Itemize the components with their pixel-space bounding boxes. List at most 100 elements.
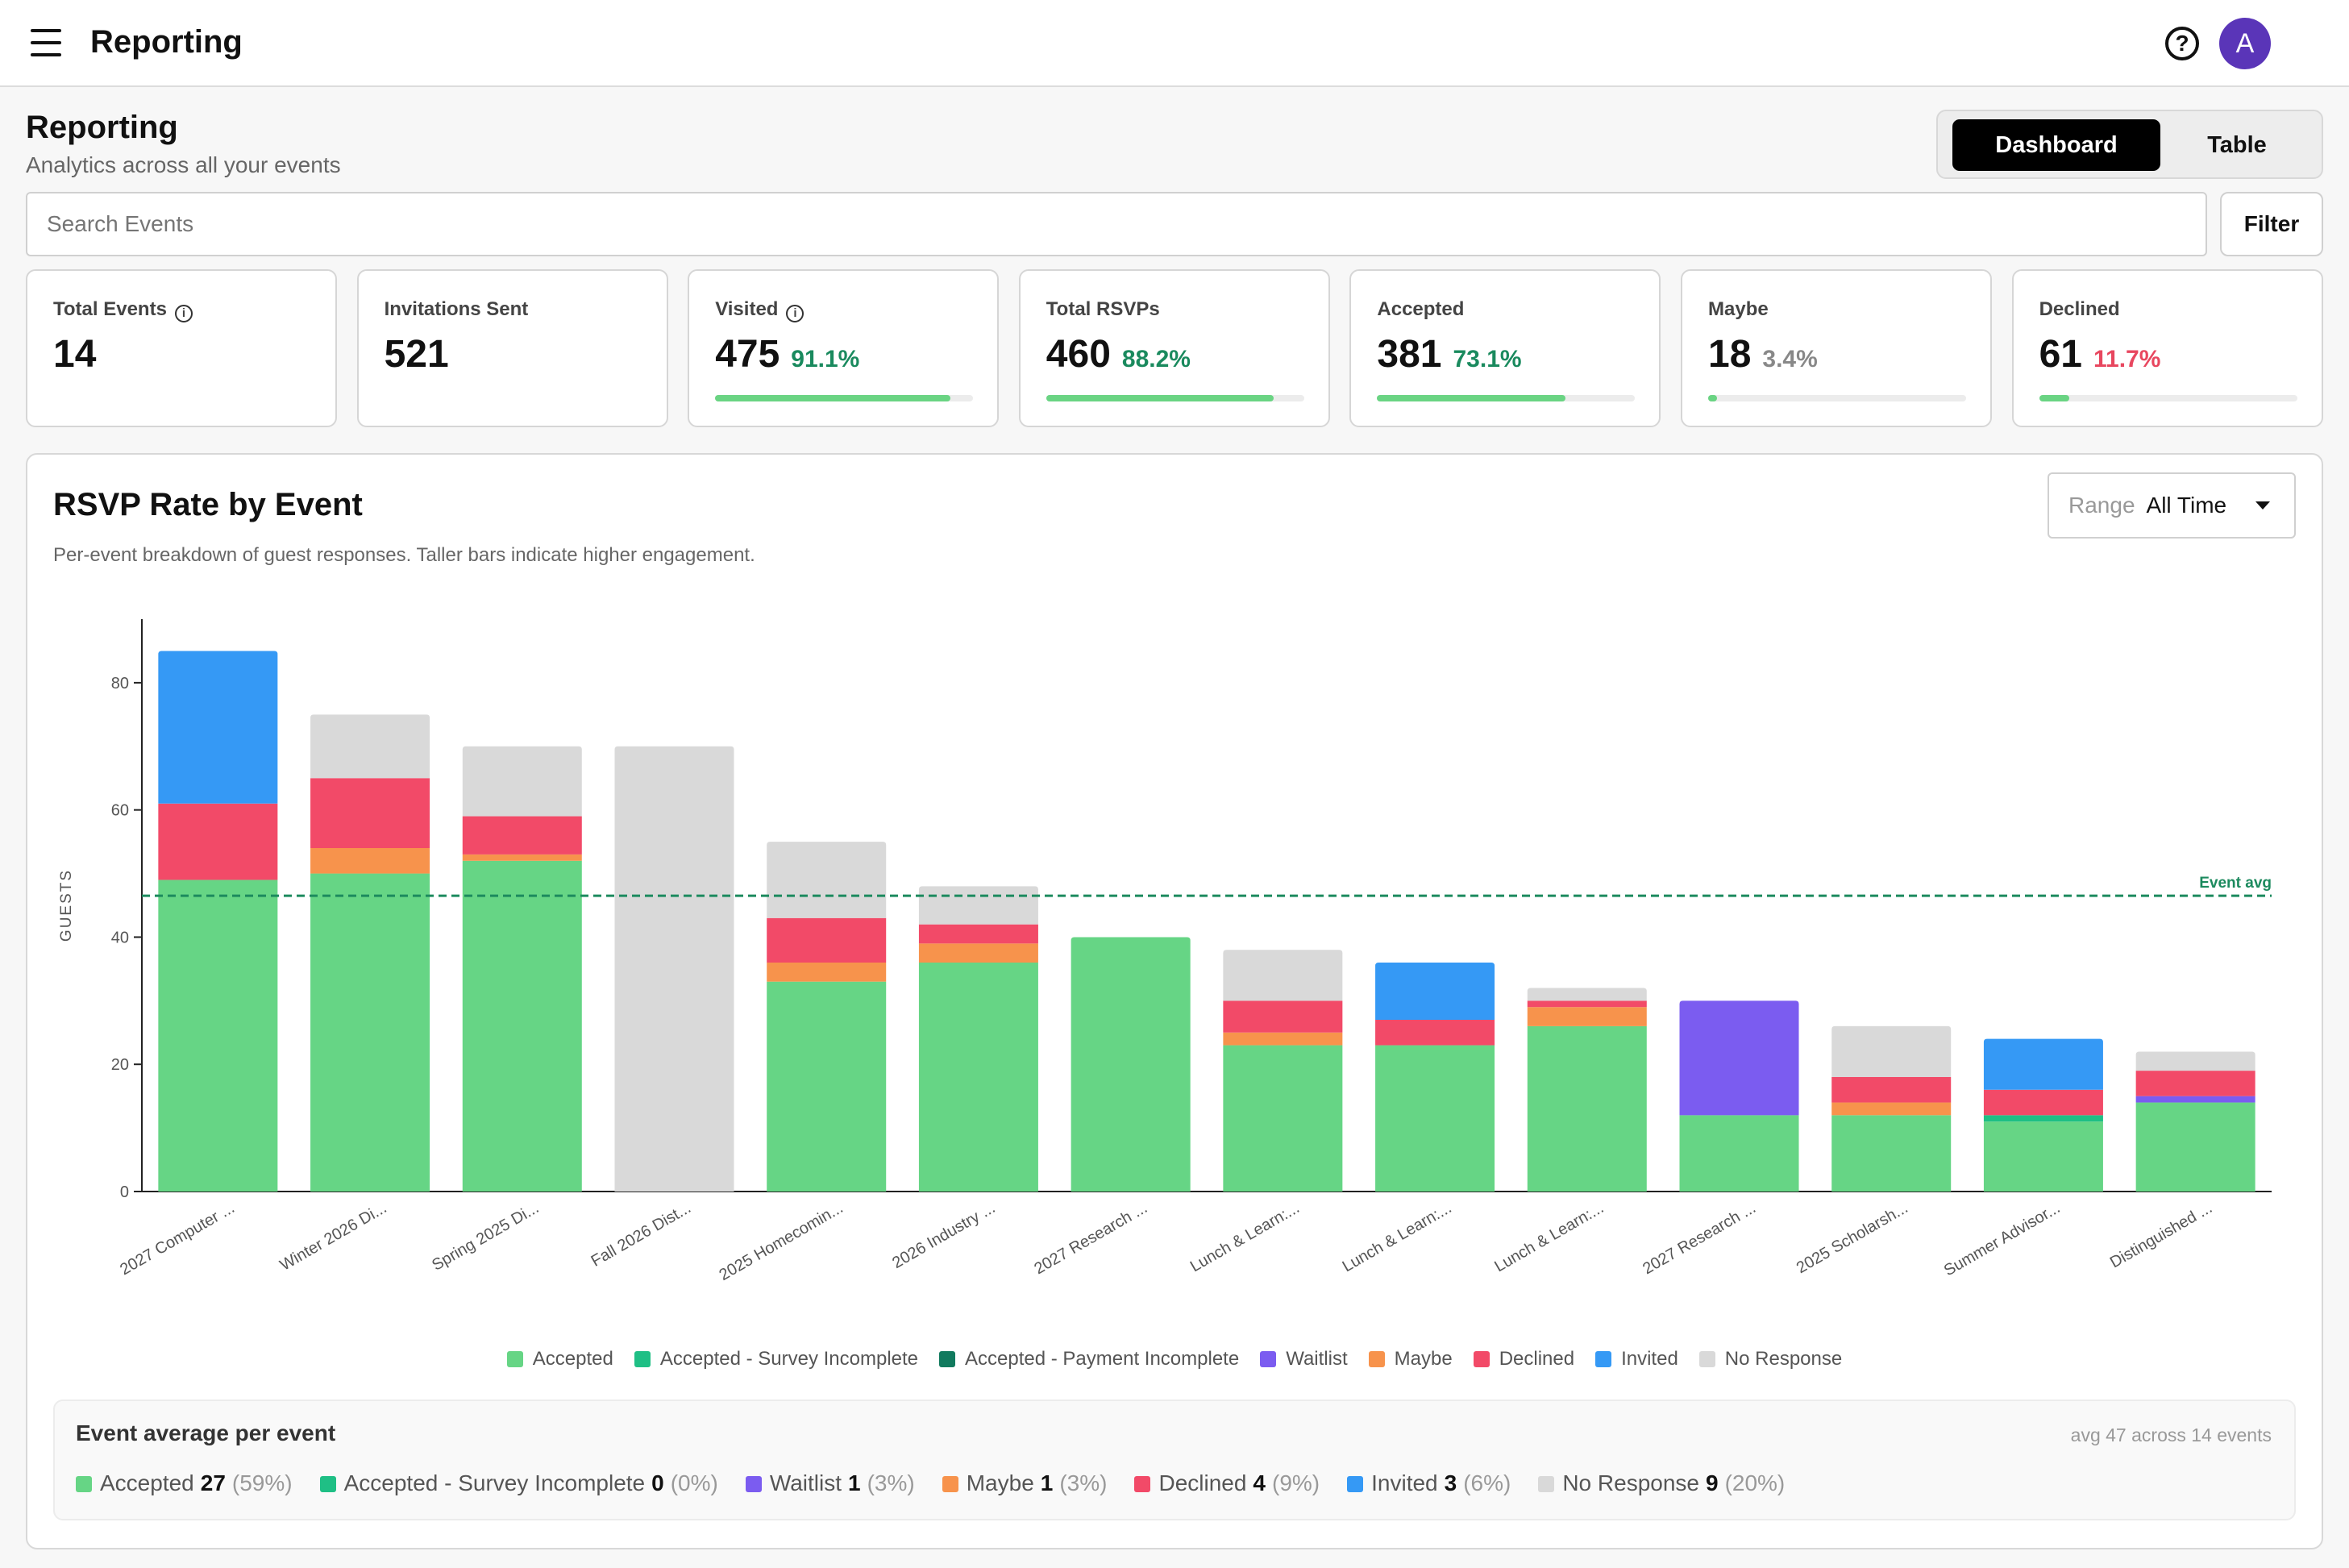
- bar-segment: [2135, 1096, 2255, 1103]
- legend-label: Accepted: [532, 1348, 613, 1370]
- legend-item: Accepted - Payment Incomplete: [939, 1348, 1239, 1370]
- average-line-label: Event avg: [2199, 875, 2272, 892]
- filter-button[interactable]: Filter: [2220, 192, 2323, 256]
- stat-card: Invitations Sent 521: [356, 269, 668, 427]
- average-percent: (3%): [867, 1470, 915, 1495]
- bar-segment: [1831, 1077, 1952, 1103]
- stat-card: Maybe 18 3.4%: [1681, 269, 1992, 427]
- average-name: Maybe: [966, 1470, 1034, 1495]
- average-name: Declined: [1158, 1470, 1247, 1495]
- stat-progress-bar: [2039, 395, 2297, 401]
- stat-label: Declined: [2039, 298, 2120, 321]
- stat-value-text: 14: [53, 333, 97, 376]
- average-items: Accepted 27 (59%) Accepted - Survey Incompl…: [76, 1470, 1812, 1496]
- average-item: No Response 9 (20%): [1538, 1470, 1785, 1496]
- average-item: Maybe 1 (3%): [942, 1470, 1107, 1496]
- bar-segment: [1223, 1045, 1343, 1192]
- legend-swatch: [939, 1351, 956, 1367]
- legend-item: Maybe: [1368, 1348, 1453, 1370]
- legend-label: Invited: [1621, 1348, 1678, 1370]
- x-tick-label: Lunch & Learn:...: [1491, 1199, 1607, 1275]
- y-tick-label: 40: [111, 929, 129, 946]
- menu-icon[interactable]: [31, 29, 61, 56]
- stat-value: 18 3.4%: [1708, 332, 1818, 376]
- bar-segment: [158, 803, 278, 880]
- stat-progress-fill: [1377, 395, 1566, 401]
- info-icon[interactable]: i: [174, 305, 193, 322]
- bar-segment: [462, 854, 582, 861]
- stat-card: Declined 61 11.7%: [2011, 269, 2323, 427]
- average-title: Event average per event: [76, 1420, 336, 1445]
- stat-value: 14: [53, 332, 96, 376]
- bar-segment: [1831, 1102, 1952, 1116]
- info-icon[interactable]: i: [786, 305, 804, 322]
- stat-label: Maybe: [1708, 298, 1769, 321]
- x-tick-label: Lunch & Learn:...: [1340, 1199, 1455, 1275]
- search-input[interactable]: [26, 192, 2207, 256]
- dashboard-tab[interactable]: Dashboard: [1952, 119, 2160, 171]
- stat-progress-bar: [1708, 395, 1966, 401]
- average-percent: (9%): [1272, 1470, 1320, 1495]
- x-tick-label: Distinguished ...: [2107, 1199, 2215, 1271]
- average-swatch: [745, 1476, 762, 1492]
- average-name: Waitlist: [769, 1470, 842, 1495]
- bar-segment: [614, 746, 734, 1192]
- average-count: 3: [1444, 1470, 1457, 1495]
- avatar[interactable]: A: [2219, 18, 2271, 69]
- legend-swatch: [1368, 1351, 1385, 1367]
- bar-segment: [918, 886, 1038, 925]
- bar-segment: [1527, 988, 1647, 1001]
- legend-label: Maybe: [1394, 1348, 1453, 1370]
- bar-segment: [1375, 963, 1495, 1020]
- stat-label-text: Accepted: [1377, 298, 1465, 320]
- average-box: [53, 1400, 2296, 1520]
- x-tick-label: Spring 2025 Di...: [429, 1199, 542, 1275]
- x-tick-label: 2027 Research ...: [1640, 1199, 1759, 1278]
- stat-card: Total RSVPs 460 88.2%: [1018, 269, 1330, 427]
- bar-segment: [2135, 1071, 2255, 1096]
- stat-value-text: 521: [384, 333, 449, 376]
- stat-value: 61 11.7%: [2039, 332, 2161, 376]
- average-swatch: [319, 1476, 336, 1492]
- stat-label: Invitations Sent: [385, 298, 529, 321]
- stat-label-text: Visited: [715, 298, 779, 320]
- bar-segment: [1983, 1115, 2103, 1122]
- stat-value: 381 73.1%: [1377, 332, 1521, 376]
- stat-label: Total Events i: [53, 298, 193, 322]
- stat-label-text: Total RSVPs: [1046, 298, 1160, 320]
- bar-segment: [767, 981, 887, 1192]
- x-tick-label: 2027 Computer ...: [117, 1199, 238, 1279]
- average-percent: (59%): [231, 1470, 293, 1495]
- legend-item: Declined: [1473, 1348, 1574, 1370]
- bar-segment: [158, 880, 278, 1192]
- stat-card: Total Events i 14: [26, 269, 337, 427]
- x-tick-label: 2026 Industry ...: [889, 1199, 998, 1272]
- legend-label: No Response: [1724, 1348, 1843, 1370]
- average-item: Waitlist 1 (3%): [745, 1470, 915, 1496]
- page-title: Reporting: [26, 110, 178, 145]
- average-item: Declined 4 (9%): [1134, 1470, 1320, 1496]
- average-count: 9: [1705, 1470, 1719, 1495]
- average-swatch: [942, 1476, 958, 1492]
- help-icon[interactable]: ?: [2165, 27, 2199, 60]
- table-tab[interactable]: Table: [2207, 132, 2267, 158]
- bar-segment: [1983, 1089, 2103, 1116]
- stat-progress-fill: [715, 395, 950, 401]
- legend-swatch: [506, 1351, 523, 1367]
- legend-item: No Response: [1698, 1348, 1843, 1370]
- legend-label: Waitlist: [1286, 1348, 1348, 1370]
- y-tick-label: 80: [111, 675, 129, 692]
- range-select[interactable]: Range All Time: [2048, 472, 2296, 539]
- page-subtitle: Analytics across all your events: [26, 152, 341, 177]
- stat-value-text: 460: [1046, 333, 1111, 376]
- bar-segment: [767, 842, 887, 918]
- bar-segment: [918, 924, 1038, 944]
- stat-progress-bar: [715, 395, 974, 401]
- x-tick-label: Fall 2026 Dist...: [588, 1199, 694, 1271]
- stat-value: 475 91.1%: [715, 332, 859, 376]
- stat-value-text: 381: [1377, 333, 1442, 376]
- chart-legend: Accepted Accepted - Survey Incomplete Acce…: [0, 1348, 2349, 1370]
- x-tick-label: 2025 Scholarsh...: [1794, 1199, 1911, 1277]
- average-percent: (6%): [1463, 1470, 1511, 1495]
- average-percent: (20%): [1724, 1470, 1786, 1495]
